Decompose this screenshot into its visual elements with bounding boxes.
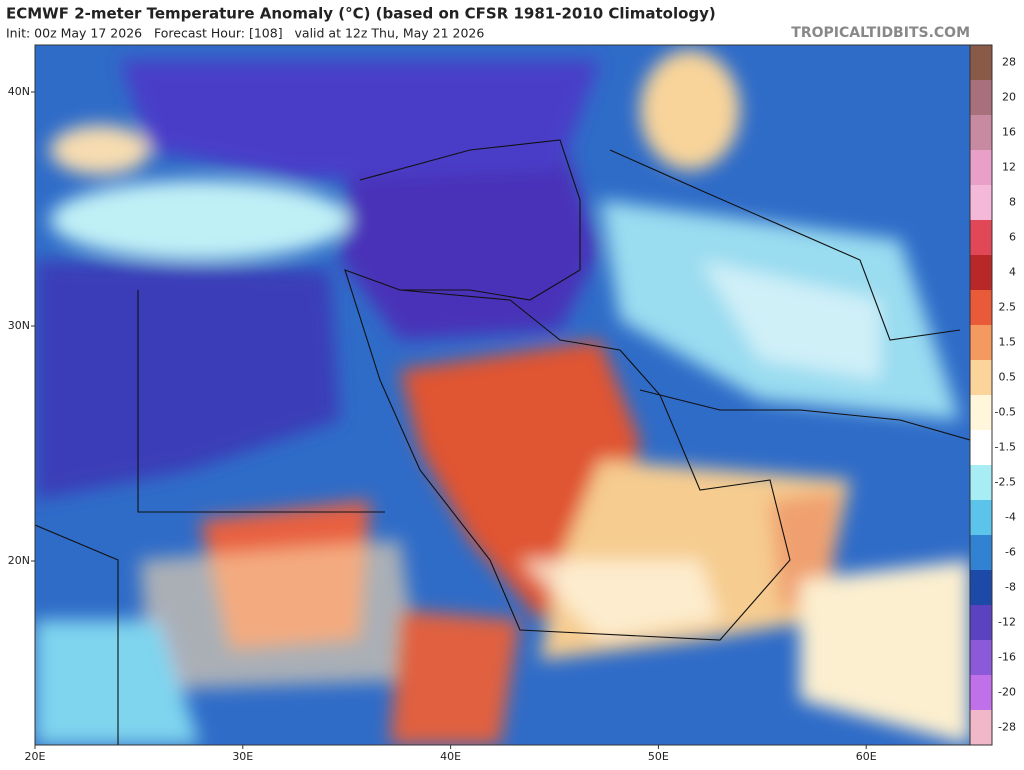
colorbar-segment (970, 45, 992, 80)
colorbar-segment (970, 395, 992, 430)
colorbar-label: 16 (1002, 126, 1016, 139)
colorbar-label: -16 (998, 651, 1016, 664)
watermark: TROPICALTIDBITS.COM (791, 25, 970, 41)
colorbar-frame (969, 44, 993, 746)
colorbar-segment (970, 255, 992, 290)
colorbar-label: 28 (1002, 56, 1016, 69)
colorbar-label: -8 (1005, 581, 1016, 594)
latitude-label: 40N (8, 85, 30, 98)
colorbar-segment (970, 535, 992, 570)
latitude-label: 30N (8, 319, 30, 332)
subtitle: Init: 00z May 17 2026 Forecast Hour: [10… (6, 26, 484, 41)
longitude-label: 40E (440, 750, 461, 763)
colorbar-label: 6 (1009, 231, 1016, 244)
colorbar-segment (970, 290, 992, 325)
anomaly-field (35, 45, 970, 745)
colorbar-label: 0.5 (999, 371, 1017, 384)
colorbar-segment (970, 465, 992, 500)
colorbar-label: 8 (1009, 196, 1016, 209)
colorbar-label: -2.5 (995, 476, 1016, 489)
colorbar-segment (970, 360, 992, 395)
colorbar-segment (970, 220, 992, 255)
colorbar-segment (970, 570, 992, 605)
colorbar-segment (970, 150, 992, 185)
colorbar: 28 20 16 12 8 6 4 2.5 1.5 0.5 -0.5 -1.5 -2.5 -4 -6 -8 -1… (969, 44, 1017, 746)
colorbar-label: 12 (1002, 161, 1016, 174)
colorbar-label: -12 (998, 616, 1016, 629)
colorbar-label: 4 (1009, 266, 1016, 279)
colorbar-segment (970, 185, 992, 220)
colorbar-label: -0.5 (995, 406, 1016, 419)
colorbar-label: -1.5 (995, 441, 1016, 454)
colorbar-segment (970, 640, 992, 675)
latitude-label: 20N (8, 554, 30, 567)
colorbar-label: -4 (1005, 511, 1016, 524)
colorbar-segment (970, 675, 992, 710)
title: ECMWF 2-meter Temperature Anomaly (°C) (… (6, 5, 716, 23)
map-axes: 40N 30N 20N 20E 30E 40E 50E 60E (8, 85, 877, 763)
longitude-label: 50E (648, 750, 669, 763)
colorbar-segment (970, 80, 992, 115)
colorbar-label: 1.5 (999, 336, 1017, 349)
colorbar-label: -28 (998, 721, 1016, 734)
colorbar-segment (970, 500, 992, 535)
colorbar-segment (970, 430, 992, 465)
longitude-label: 60E (856, 750, 877, 763)
colorbar-segment (970, 325, 992, 360)
colorbar-label: 2.5 (999, 301, 1017, 314)
colorbar-label: 20 (1002, 91, 1016, 104)
colorbar-segment (970, 605, 992, 640)
colorbar-label: -20 (998, 686, 1016, 699)
longitude-label: 20E (25, 750, 46, 763)
colorbar-segment (970, 710, 992, 745)
longitude-label: 30E (232, 750, 253, 763)
colorbar-label: -6 (1005, 546, 1016, 559)
colorbar-segment (970, 115, 992, 150)
